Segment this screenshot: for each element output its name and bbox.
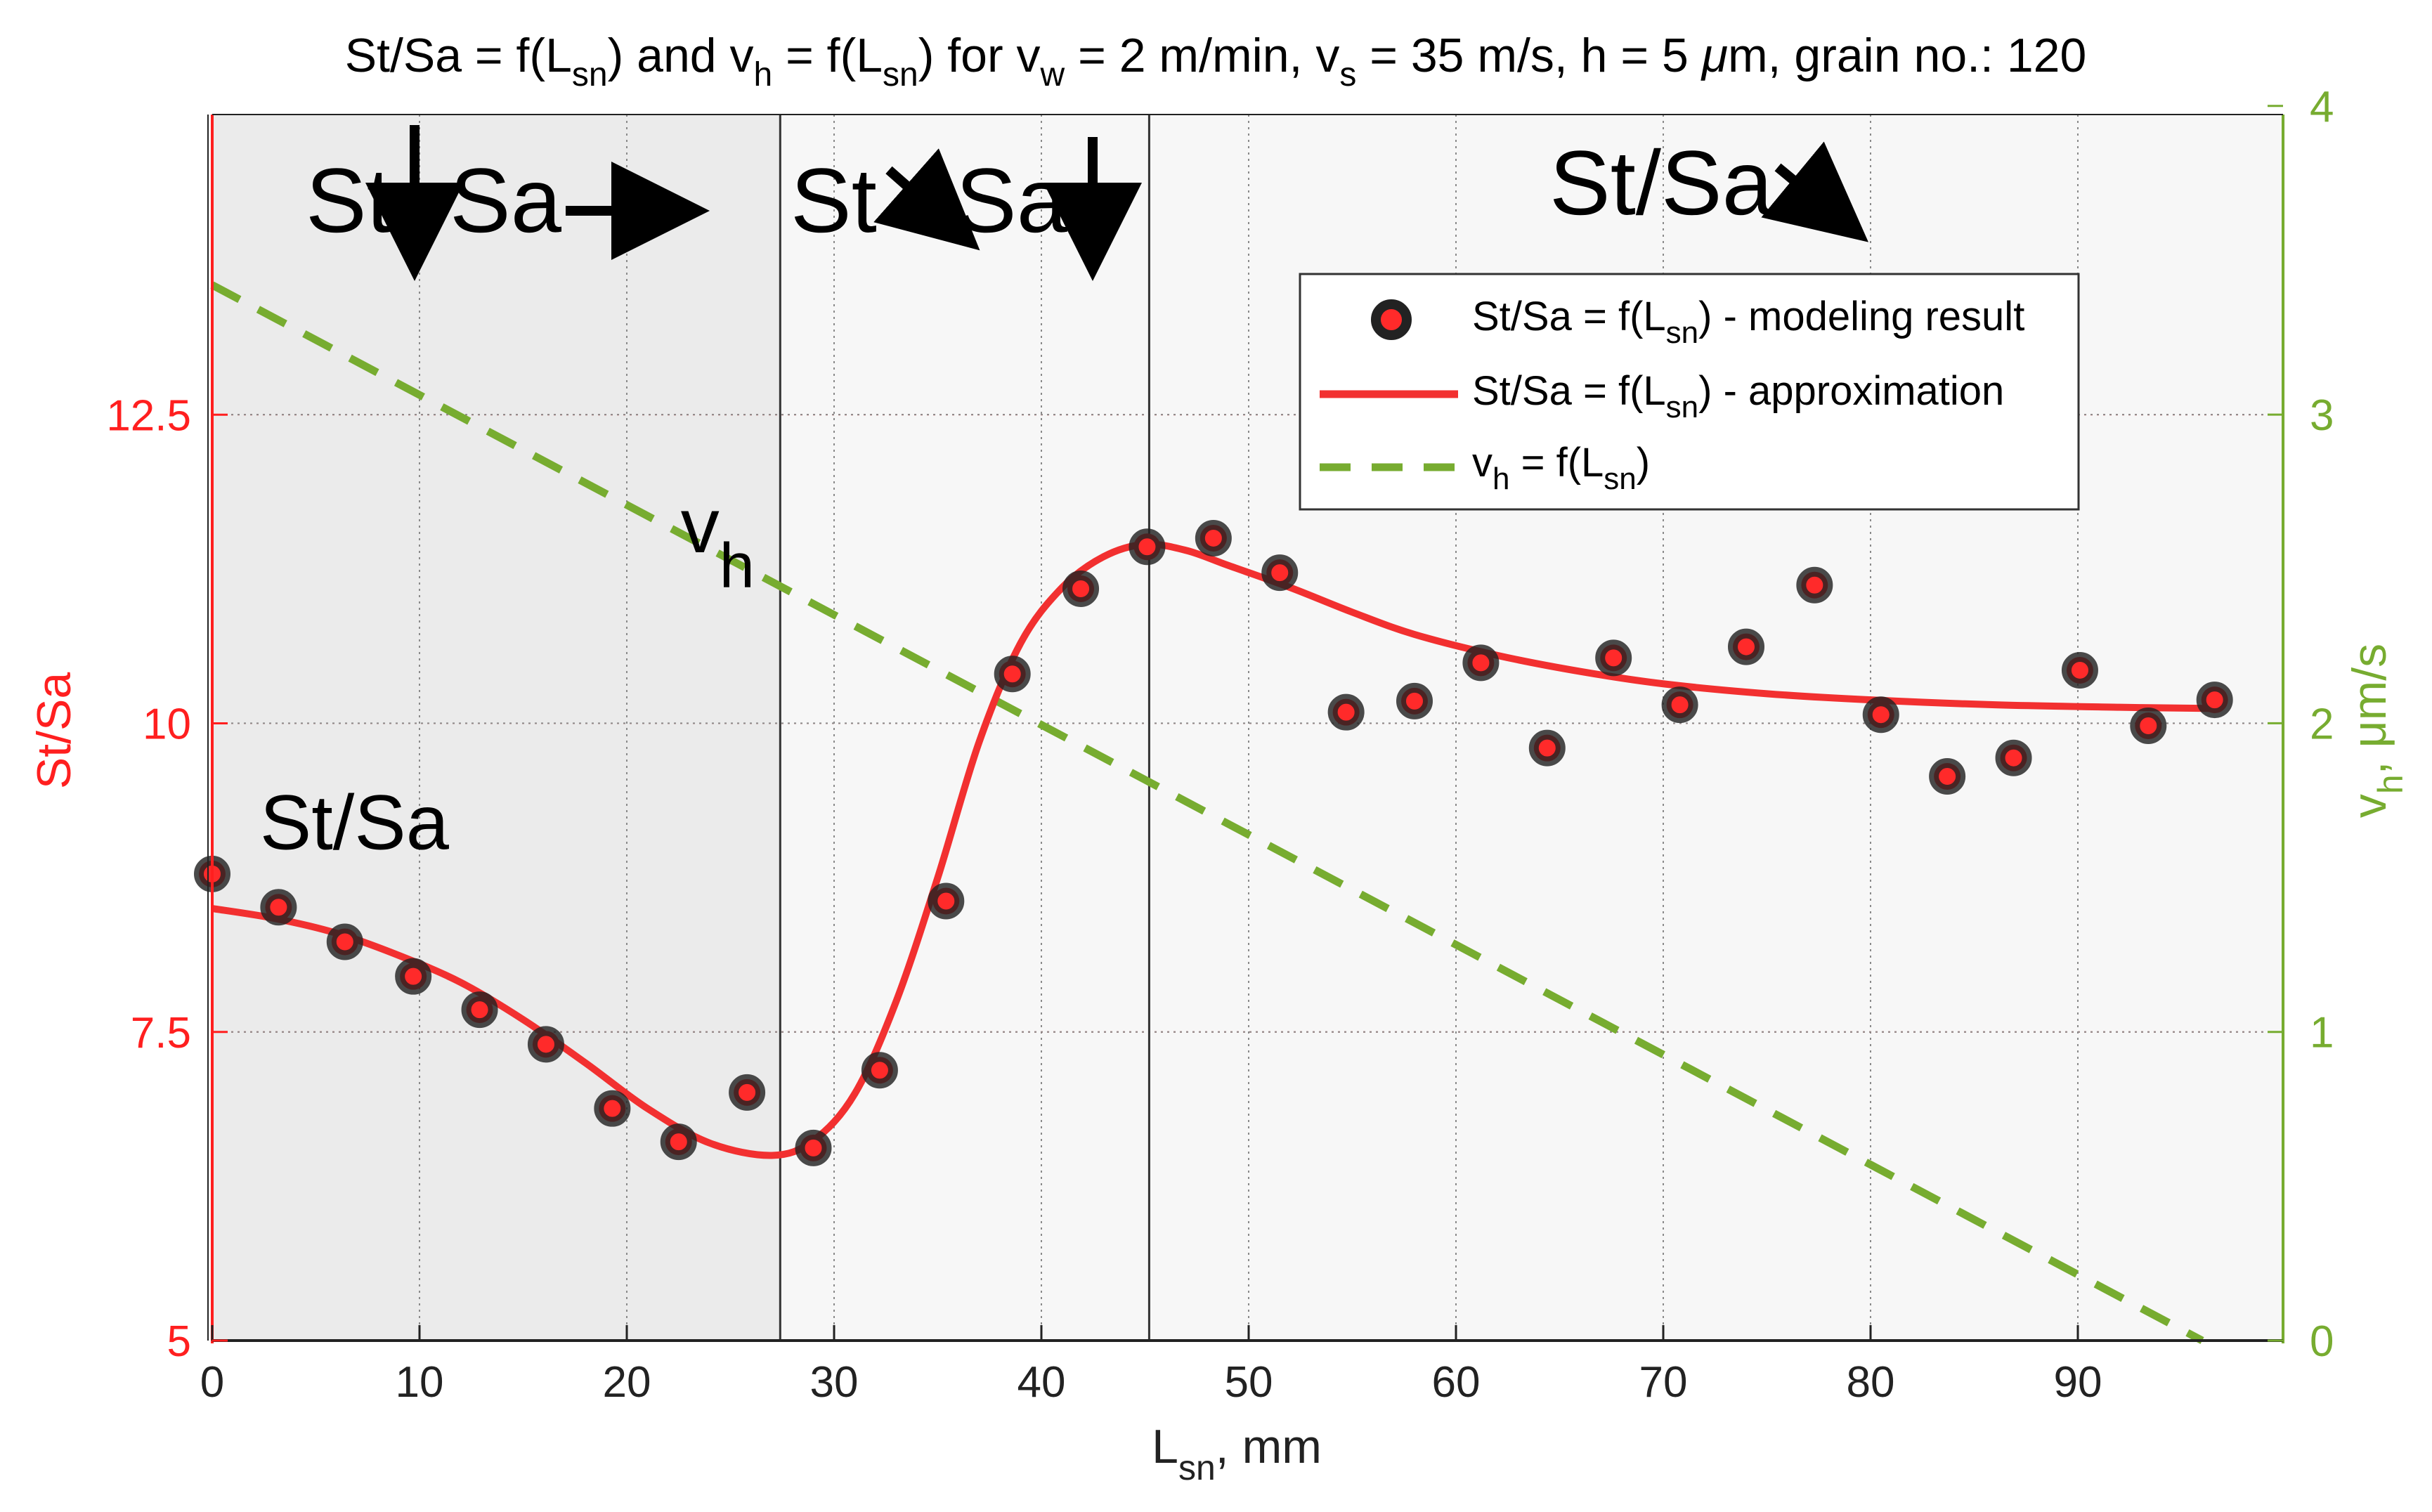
vh-dashed-line — [210, 281, 2204, 1344]
region-1-shade — [212, 115, 781, 1341]
y-axis-right-label: vh, μm/s — [2343, 644, 2410, 818]
legend: St/Sa = f(Lsn) - modeling result St/Sa =… — [1299, 273, 2080, 511]
region-label-3: St/Sa — [1549, 131, 1868, 242]
y-left-tick-label: 12.5 — [106, 391, 191, 440]
region-label-2: St Sa — [791, 137, 1142, 281]
x-tick-label: 80 — [1847, 1358, 1895, 1407]
data-point — [1796, 566, 1833, 604]
x-tick-label: 20 — [603, 1358, 651, 1407]
region-2-diagonal-arrow-icon — [873, 148, 980, 251]
x-tick-label: 40 — [1017, 1358, 1066, 1407]
data-point — [594, 1090, 631, 1127]
data-point — [527, 1026, 564, 1063]
data-point — [2130, 708, 2167, 745]
data-point — [2196, 682, 2233, 719]
legend-marker-icon — [1371, 299, 1412, 340]
y-right-tick-label: 0 — [2310, 1317, 2334, 1366]
data-point — [1462, 644, 1500, 682]
data-point — [729, 1074, 766, 1111]
data-point — [1062, 570, 1100, 607]
data-point — [1595, 639, 1632, 677]
data-point — [1396, 682, 1433, 719]
x-tick-label: 10 — [396, 1358, 444, 1407]
data-point — [1728, 628, 1764, 665]
data-point — [260, 889, 297, 926]
x-tick-label: 50 — [1225, 1358, 1273, 1407]
x-tick-label: 90 — [2054, 1358, 2102, 1407]
data-point — [928, 882, 965, 920]
tick-labels: 0 10 20 30 40 50 60 70 80 90 5 7.5 10 12.5 0 1 2 3 4 — [106, 83, 2334, 1407]
data-point — [326, 923, 363, 960]
region-2-shade — [780, 115, 1150, 1341]
y-left-tick-label: 5 — [167, 1317, 191, 1366]
legend-entry-modeling: St/Sa = f(Lsn) - modeling result — [1472, 294, 2024, 350]
data-point — [795, 1129, 832, 1166]
region-3-ratio-text: St/Sa — [1549, 131, 1774, 234]
region-1-st-text: St — [306, 149, 392, 252]
data-point — [1195, 519, 1232, 556]
data-point — [660, 1123, 697, 1161]
x-tick-label: 30 — [810, 1358, 859, 1407]
region-2-st-text: St — [791, 149, 877, 252]
y-right-tick-label: 2 — [2310, 700, 2334, 748]
legend-entry-vh: vh = f(Lsn) — [1472, 440, 1650, 496]
region-boundaries — [779, 115, 1150, 1341]
x-tick-label: 70 — [1639, 1358, 1688, 1407]
data-point — [1261, 554, 1299, 592]
data-point — [1862, 696, 1899, 734]
data-point — [1327, 693, 1365, 731]
legend-entry-approximation: St/Sa = f(Lsn) - approximation — [1472, 368, 2004, 424]
data-point — [1528, 729, 1566, 767]
region-label-1: St Sa — [306, 125, 710, 281]
st-sa-curve-label: St/Sa — [260, 780, 450, 866]
vh-dashed-series — [210, 281, 2204, 1344]
x-tick-label: 60 — [1432, 1358, 1481, 1407]
data-point — [2061, 651, 2098, 689]
y-left-tick-label: 10 — [143, 700, 191, 749]
x-tick-label: 0 — [200, 1358, 224, 1407]
vh-curve-label: vh — [681, 483, 755, 601]
region-2-sa-text: Sa — [956, 149, 1068, 252]
data-point — [461, 991, 498, 1029]
data-point — [1661, 686, 1698, 724]
data-point — [1129, 528, 1166, 566]
data-point — [861, 1052, 898, 1089]
data-point — [994, 656, 1031, 693]
y-right-tick-label: 4 — [2310, 83, 2334, 131]
data-point — [1995, 739, 2032, 776]
x-axis-label: Lsn, mm — [1152, 1420, 1322, 1487]
region-1-sa-text: Sa — [450, 149, 562, 252]
data-point — [395, 958, 432, 995]
chart-title: St/Sa = f(Lsn) and vh = f(Lsn) for vw = … — [345, 29, 2087, 93]
data-point — [1929, 758, 1966, 795]
y-left-tick-label: 7.5 — [131, 1009, 191, 1057]
y-right-tick-label: 1 — [2310, 1009, 2334, 1057]
y-axis-left-label: St/Sa — [27, 672, 81, 789]
region-3-diagonal-arrow-icon — [1761, 141, 1868, 242]
y-right-tick-label: 3 — [2310, 391, 2334, 440]
